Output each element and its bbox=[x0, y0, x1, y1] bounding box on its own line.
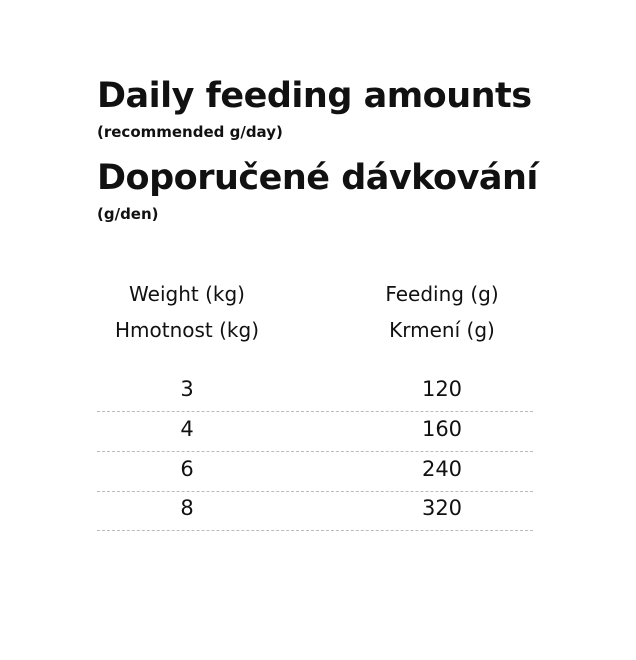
header-weight-cz: Hmotnost (kg) bbox=[114, 318, 259, 342]
weight-cell: 6 bbox=[180, 457, 194, 481]
feeding-cell: 320 bbox=[421, 496, 463, 520]
feeding-cell: 160 bbox=[421, 417, 463, 441]
table-row: 4 160 bbox=[97, 411, 533, 452]
table-row: 3 120 bbox=[97, 371, 533, 412]
title-czech: Doporučené dávkování bbox=[97, 158, 538, 198]
header-feeding-cz: Krmení (g) bbox=[389, 318, 495, 342]
subtitle-english: (recommended g/day) bbox=[97, 123, 283, 141]
feeding-cell: 120 bbox=[421, 377, 463, 401]
header-feeding-en: Feeding (g) bbox=[385, 282, 499, 306]
weight-cell: 8 bbox=[180, 496, 194, 520]
subtitle-czech: (g/den) bbox=[97, 205, 159, 223]
weight-cell: 4 bbox=[180, 417, 194, 441]
feeding-cell: 240 bbox=[421, 457, 463, 481]
title-english: Daily feeding amounts bbox=[97, 76, 532, 116]
weight-cell: 3 bbox=[180, 377, 194, 401]
table-row: 8 320 bbox=[97, 490, 533, 531]
table-row: 6 240 bbox=[97, 451, 533, 492]
header-weight-en: Weight (kg) bbox=[129, 282, 245, 306]
